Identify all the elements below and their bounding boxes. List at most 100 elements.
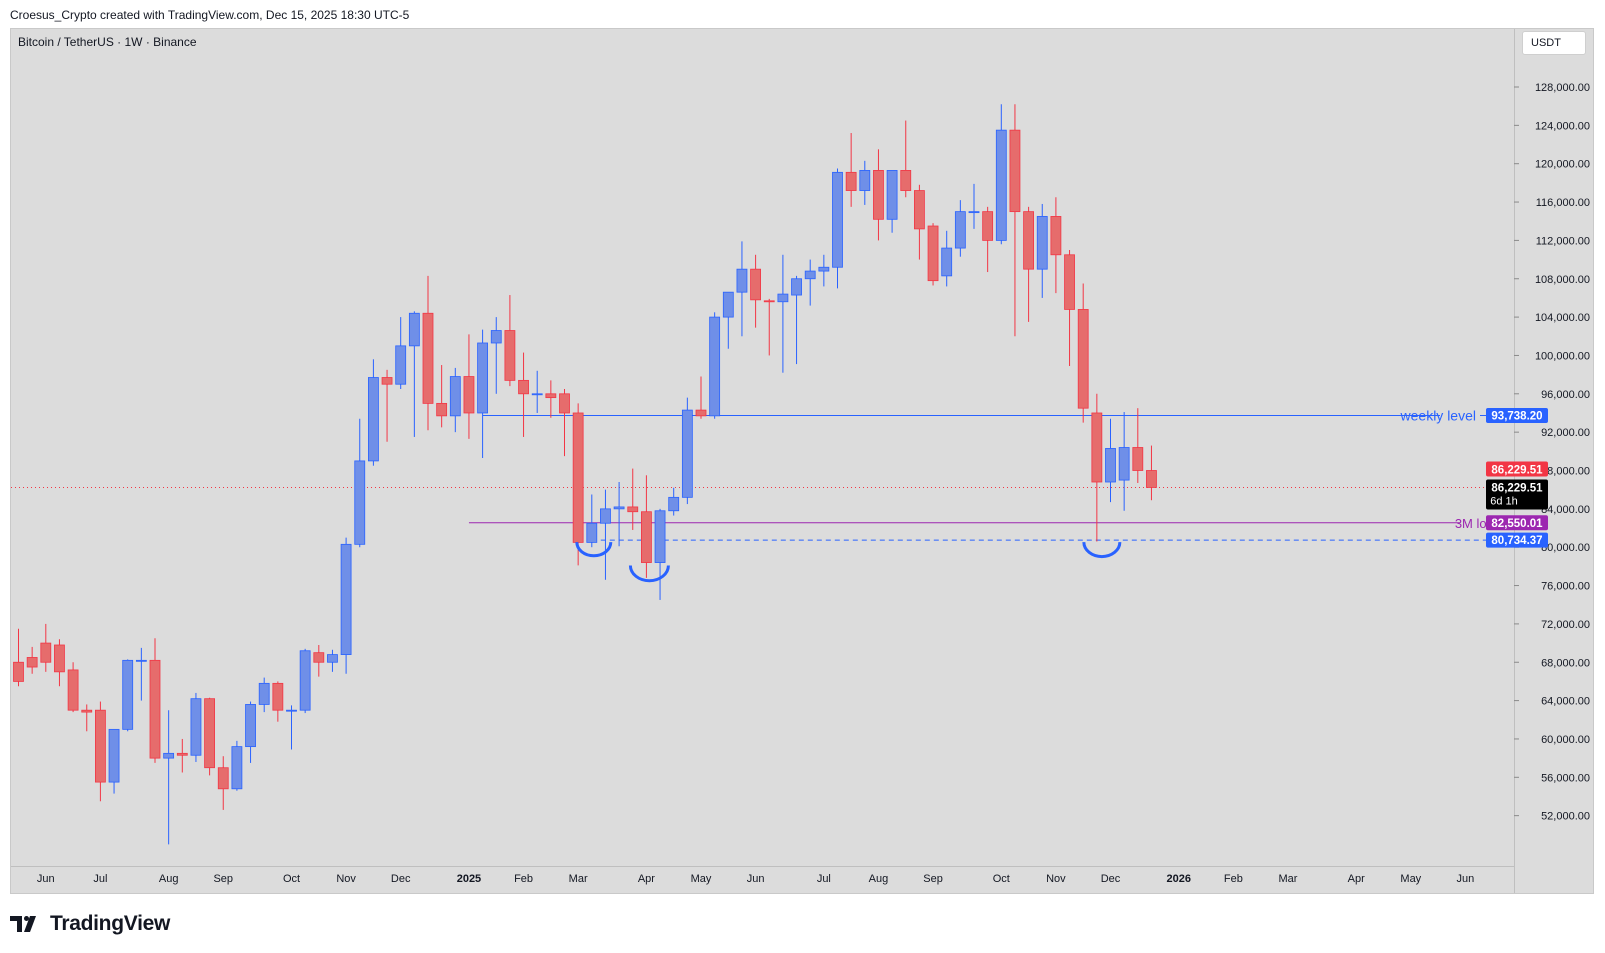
candle-down: [176, 752, 188, 756]
candle-down: [217, 767, 229, 790]
candle-up: [231, 746, 243, 790]
x-tick-label: Sep: [213, 873, 233, 885]
x-tick-label: Jun: [37, 873, 55, 885]
bottom-arc-marker: [628, 565, 670, 583]
candle-down: [313, 652, 325, 663]
x-tick-label: Jul: [817, 873, 831, 885]
y-tick-label: 128,000.00: [1535, 82, 1590, 94]
y-tick-label: 108,000.00: [1535, 274, 1590, 286]
candle-down: [436, 402, 448, 417]
candle-up: [954, 211, 966, 249]
y-tick-label: 112,000.00: [1536, 235, 1590, 247]
x-tick-label: May: [691, 873, 712, 885]
candle-down: [982, 211, 994, 241]
chart-frame: [10, 28, 1594, 894]
currency-button[interactable]: USDT: [1522, 31, 1586, 55]
y-tick-label: 96,000.00: [1541, 389, 1590, 401]
x-tick-label: Jul: [93, 873, 107, 885]
symbol-title: Bitcoin / TetherUS · 1W · Binance: [18, 35, 197, 49]
candle-up: [395, 345, 407, 385]
candle-up: [709, 316, 721, 417]
candle-up: [804, 270, 816, 280]
candle-up: [995, 129, 1007, 241]
candle-up: [613, 506, 625, 510]
y-tick-label: 104,000.00: [1535, 312, 1590, 324]
x-tick-label: Feb: [1224, 873, 1243, 885]
x-tick-label: Nov: [1046, 873, 1066, 885]
candle-up: [367, 377, 379, 462]
candle-up: [135, 659, 147, 662]
candle-down: [1146, 470, 1157, 488]
y-tick-label: 76,000.00: [1541, 581, 1590, 593]
candle-down: [67, 669, 79, 711]
weekly-level-tag-bg: [1486, 407, 1548, 423]
candle-up: [245, 704, 256, 748]
x-tick-label: Mar: [569, 873, 588, 885]
candle-up: [968, 211, 980, 214]
candle-down: [1091, 412, 1103, 483]
x-tick-label: Dec: [1101, 873, 1121, 885]
candle-down: [1023, 211, 1034, 270]
x-tick-label: Sep: [923, 873, 943, 885]
candle-down: [927, 225, 939, 282]
tradingview-brand: TradingView: [50, 912, 171, 935]
x-tick-label: Jun: [1457, 873, 1475, 885]
candle-up: [449, 376, 461, 417]
candle-up: [477, 342, 489, 414]
x-tick-label: Dec: [391, 873, 411, 885]
y-tick-label: 92,000.00: [1541, 427, 1590, 439]
tradingview-logo[interactable]: TradingView: [10, 912, 170, 936]
candle-up: [1118, 447, 1130, 481]
bottom-arc-marker: [575, 542, 613, 558]
candle-down: [1132, 447, 1144, 471]
candle-up: [586, 522, 598, 543]
x-tick-label: 2025: [457, 873, 481, 885]
candle-up: [818, 266, 830, 272]
x-tick-label: Apr: [1348, 873, 1365, 885]
candle-up: [327, 654, 338, 663]
y-tick-label: 52,000.00: [1541, 811, 1590, 823]
candle-up: [668, 496, 680, 512]
three-month-low-tag: 82,550.01: [1491, 518, 1543, 530]
candle-down: [627, 506, 639, 513]
x-tick-label: Jun: [747, 873, 765, 885]
candle-down: [559, 393, 570, 414]
candle-down: [504, 330, 516, 381]
bottom-level-tag: 80,734.37: [1491, 535, 1542, 547]
price-axis-separator: [1514, 29, 1515, 893]
candle-up: [600, 508, 611, 524]
candle-up: [791, 278, 802, 296]
candle-up: [1105, 448, 1116, 483]
y-tick-label: 72,000.00: [1541, 619, 1590, 631]
candle-up: [163, 752, 175, 759]
bottom-level-tag-bg: [1486, 532, 1548, 548]
candle-up: [832, 171, 843, 268]
weekly-level-tag: 93,738.20: [1491, 410, 1542, 422]
x-tick-label: 2026: [1167, 873, 1191, 885]
candle-down: [518, 379, 529, 395]
candle-down: [204, 698, 216, 769]
candle-down: [900, 170, 912, 191]
candle-up: [1036, 216, 1048, 270]
candle-down: [95, 709, 106, 783]
candle-up: [654, 510, 666, 563]
candle-up: [531, 393, 543, 396]
candle-down: [422, 312, 434, 404]
x-tick-label: Mar: [1278, 873, 1297, 885]
candle-up: [340, 543, 352, 655]
weekly-level-label: weekly level: [1400, 407, 1476, 423]
candle-down: [149, 659, 161, 759]
candle-down: [545, 393, 557, 399]
y-tick-label: 84,000.00: [1541, 504, 1590, 516]
candle-up: [122, 659, 134, 730]
candle-down: [40, 642, 52, 663]
last-price-tag-red-bg: [1486, 461, 1548, 477]
candle-down: [1009, 129, 1021, 213]
three-month-low-tag-bg: [1486, 515, 1548, 531]
x-tick-label: Aug: [159, 873, 179, 885]
tradingview-logo-icon: [10, 914, 42, 934]
x-tick-label: Oct: [993, 873, 1010, 885]
last-price-box-bg: [1486, 479, 1548, 510]
candle-down: [272, 682, 284, 711]
